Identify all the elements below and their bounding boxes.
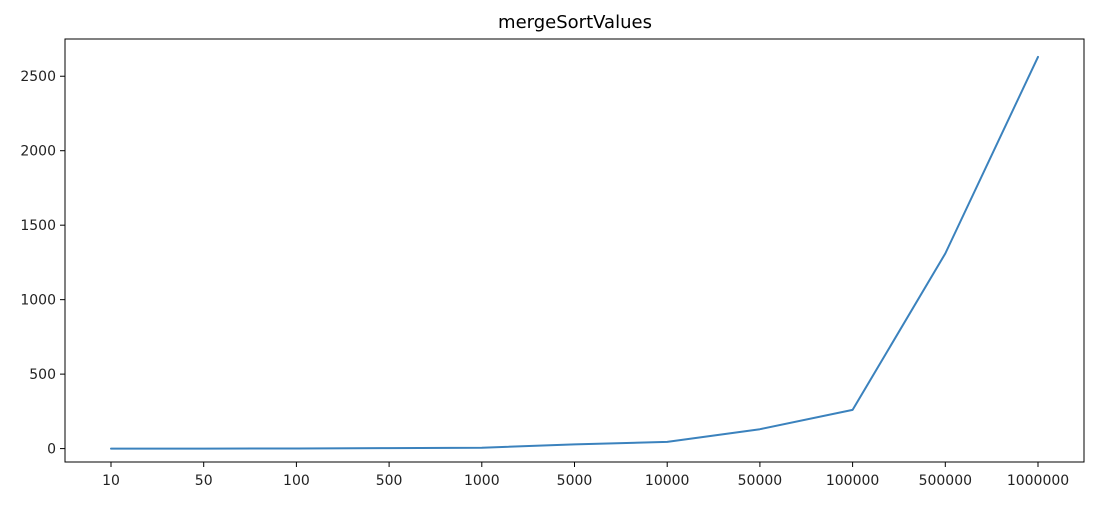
y-tick-label: 1000 bbox=[20, 293, 56, 309]
x-tick-label: 1000 bbox=[464, 473, 500, 489]
y-tick-label: 1500 bbox=[20, 218, 56, 234]
y-tick-label: 2500 bbox=[20, 69, 56, 85]
series-group bbox=[110, 55, 1039, 450]
x-tick-label: 500 bbox=[376, 473, 403, 489]
chart-title: mergeSortValues bbox=[498, 12, 652, 33]
x-tick-label: 100000 bbox=[826, 473, 879, 489]
y-tick-label: 500 bbox=[29, 367, 56, 383]
x-tick-label: 10 bbox=[102, 473, 120, 489]
series-line bbox=[110, 55, 1039, 450]
x-tick-label: 10000 bbox=[645, 473, 690, 489]
axes-frame bbox=[64, 38, 1085, 463]
x-axis: 10 50 100 500 1000 5000 10000 50000 100000 500000… bbox=[102, 462, 1069, 489]
x-tick-label: 1000000 bbox=[1007, 473, 1069, 489]
x-tick-label: 50 bbox=[195, 473, 213, 489]
x-tick-label: 50000 bbox=[738, 473, 783, 489]
x-tick-label: 100 bbox=[283, 473, 310, 489]
y-axis: 0 500 1000 1500 2000 2500 bbox=[20, 69, 65, 458]
x-tick-label: 5000 bbox=[557, 473, 593, 489]
y-tick-label: 2000 bbox=[20, 144, 56, 160]
y-tick-label: 0 bbox=[47, 442, 56, 458]
x-tick-label: 500000 bbox=[919, 473, 972, 489]
